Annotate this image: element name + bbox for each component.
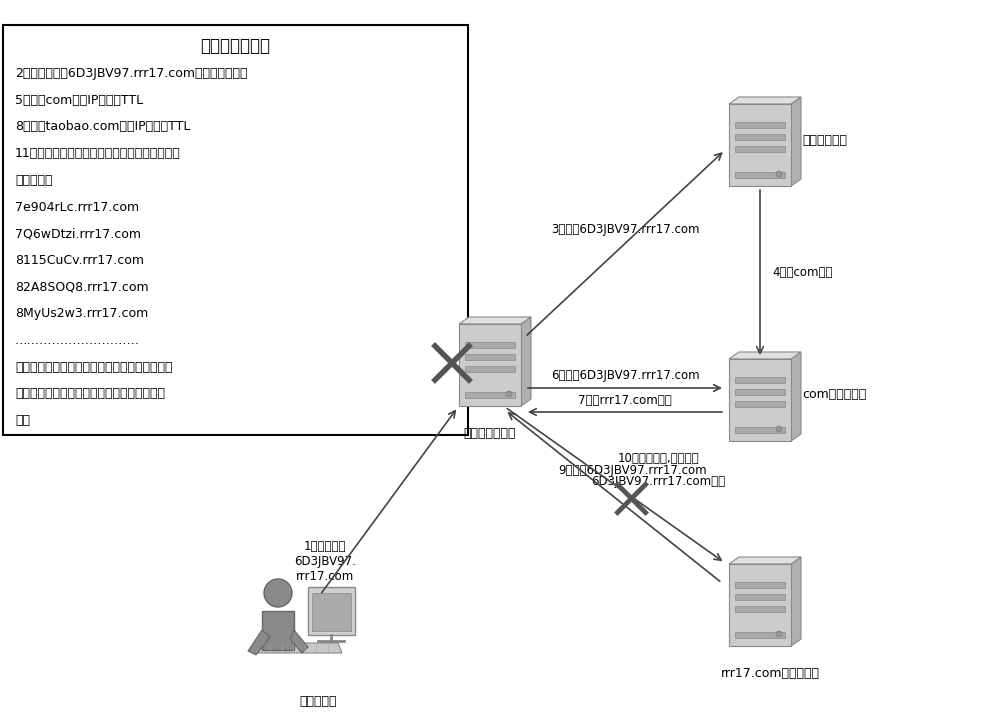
Text: 8、缓存taobao.com对应IP，记录TTL: 8、缓存taobao.com对应IP，记录TTL [15, 120, 190, 133]
Text: 7e904rLc.rrr17.com: 7e904rLc.rrr17.com [15, 200, 139, 214]
Polygon shape [262, 611, 294, 650]
Polygon shape [729, 97, 801, 104]
Text: 5、缓存com对应IP，记录TTL: 5、缓存com对应IP，记录TTL [15, 94, 143, 107]
Text: 8MyUs2w3.rrr17.com: 8MyUs2w3.rrr17.com [15, 307, 148, 320]
Polygon shape [258, 643, 342, 653]
Polygon shape [465, 354, 515, 360]
Text: 导致缓存域名服务器资源耗尽，程序崩溃，无法: 导致缓存域名服务器资源耗尽，程序崩溃，无法 [15, 361, 173, 374]
Text: 处理正常用户域名查询请求，引发重大网络故: 处理正常用户域名查询请求，引发重大网络故 [15, 387, 165, 400]
Polygon shape [735, 401, 785, 407]
Text: 7、到rrr17.com查询: 7、到rrr17.com查询 [578, 394, 672, 407]
Polygon shape [465, 366, 515, 372]
Polygon shape [521, 317, 531, 406]
Polygon shape [290, 630, 308, 653]
Text: 非法客户端: 非法客户端 [299, 695, 337, 708]
Polygon shape [735, 134, 785, 140]
Text: 3、查询6D3JBV97.rrr17.com: 3、查询6D3JBV97.rrr17.com [551, 223, 699, 236]
Text: 1、查询域名
6D3JBV97.
rrr17.com: 1、查询域名 6D3JBV97. rrr17.com [294, 540, 356, 583]
Text: 7Q6wDtzi.rrr17.com: 7Q6wDtzi.rrr17.com [15, 228, 141, 240]
Circle shape [776, 171, 782, 177]
Polygon shape [735, 632, 785, 638]
Polygon shape [735, 146, 785, 152]
Polygon shape [459, 317, 531, 324]
Text: 11、没有应答记录，然而客户端不断请求新的变: 11、没有应答记录，然而客户端不断请求新的变 [15, 147, 181, 160]
Polygon shape [729, 564, 791, 646]
Circle shape [506, 391, 512, 397]
Polygon shape [791, 352, 801, 441]
Text: 前缀域名，: 前缀域名， [15, 174, 52, 186]
Polygon shape [735, 606, 785, 612]
Text: …………………………: ………………………… [15, 334, 140, 347]
Polygon shape [465, 392, 515, 398]
Polygon shape [729, 359, 791, 441]
Polygon shape [735, 427, 785, 433]
Text: rrr17.com授权服务器: rrr17.com授权服务器 [720, 667, 819, 680]
Circle shape [776, 426, 782, 432]
Text: 10、出现故障,无法返回: 10、出现故障,无法返回 [618, 451, 699, 464]
Text: 4、到com查询: 4、到com查询 [772, 266, 832, 279]
Polygon shape [729, 104, 791, 186]
Polygon shape [459, 324, 521, 406]
Text: 82A8SOQ8.rrr17.com: 82A8SOQ8.rrr17.com [15, 281, 149, 294]
Text: 8115CuCv.rrr17.com: 8115CuCv.rrr17.com [15, 254, 144, 267]
Polygon shape [729, 557, 801, 564]
Polygon shape [312, 593, 351, 631]
Text: 6、查询6D3JBV97.rrr17.com: 6、查询6D3JBV97.rrr17.com [551, 369, 699, 382]
Polygon shape [735, 122, 785, 128]
Text: 障。: 障。 [15, 414, 30, 427]
Polygon shape [729, 352, 801, 359]
Polygon shape [248, 630, 270, 655]
FancyBboxPatch shape [3, 25, 468, 435]
Polygon shape [735, 377, 785, 383]
Circle shape [264, 579, 292, 607]
Text: 缓存域名服务器: 缓存域名服务器 [200, 37, 270, 55]
Text: 9、查询6D3JBV97.rrr17.com: 9、查询6D3JBV97.rrr17.com [559, 464, 707, 477]
Polygon shape [735, 582, 785, 588]
Text: 根授权服务器: 根授权服务器 [802, 133, 847, 146]
Polygon shape [735, 389, 785, 395]
Polygon shape [308, 587, 355, 635]
Text: 6D3JBV97.rrr17.com应答: 6D3JBV97.rrr17.com应答 [591, 475, 726, 488]
Text: 缓存域名服务器: 缓存域名服务器 [464, 427, 516, 440]
Circle shape [776, 631, 782, 637]
Polygon shape [735, 594, 785, 600]
Text: 2、缓存中没有6D3JBV97.rrr17.com，需要进行查询: 2、缓存中没有6D3JBV97.rrr17.com，需要进行查询 [15, 67, 248, 80]
Polygon shape [791, 557, 801, 646]
Polygon shape [791, 97, 801, 186]
Text: com授权服务器: com授权服务器 [802, 389, 866, 402]
Polygon shape [735, 172, 785, 178]
Polygon shape [465, 342, 515, 348]
